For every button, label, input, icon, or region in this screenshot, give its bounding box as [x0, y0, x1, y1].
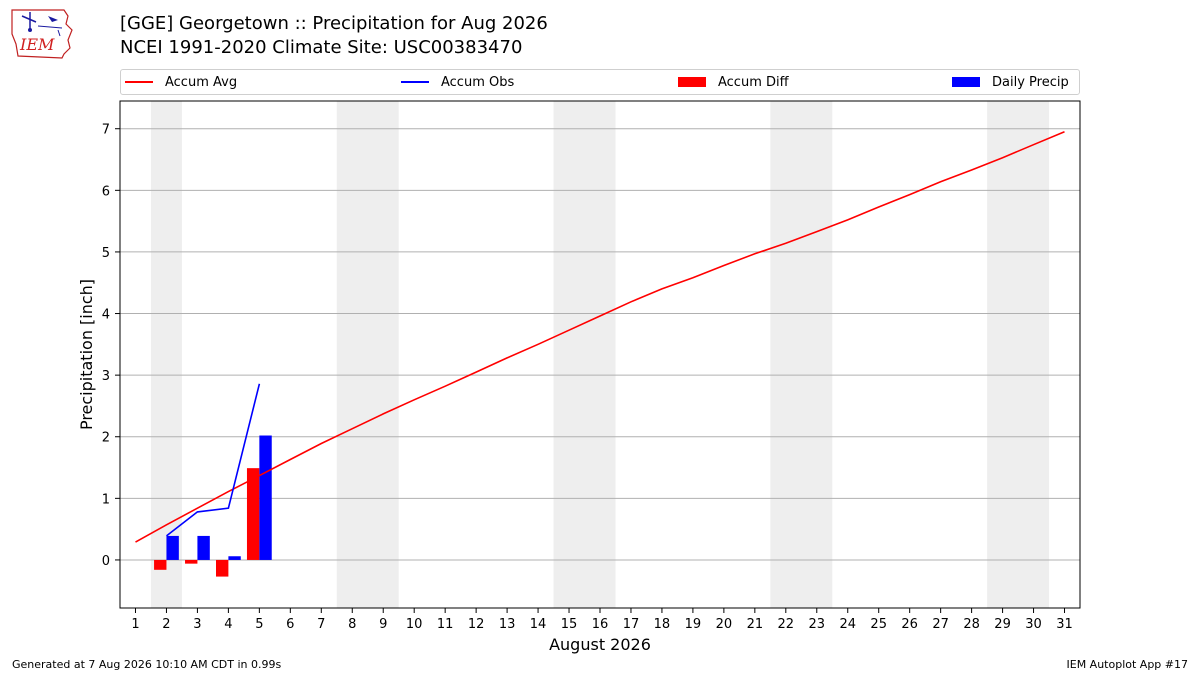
- y-tick-label-4: 4: [102, 308, 110, 323]
- legend-item-accum-avg: Accum Avg: [125, 70, 237, 94]
- title-line-1: [GGE] Georgetown :: Precipitation for Au…: [120, 13, 548, 34]
- x-tick-label-9: 9: [379, 617, 387, 632]
- y-tick-label-5: 5: [102, 246, 110, 261]
- bar-daily-precip-day-4: [228, 556, 241, 560]
- legend-label-accum-diff: Accum Diff: [718, 74, 789, 90]
- x-tick-label-2: 2: [162, 617, 170, 632]
- y-tick-label-0: 0: [102, 554, 110, 569]
- x-tick-label-6: 6: [286, 617, 294, 632]
- x-tick-label-25: 25: [870, 617, 887, 632]
- chart-legend: Accum Avg Accum Obs Accum Diff Daily Pre…: [120, 69, 1080, 95]
- x-tick-label-3: 3: [193, 617, 201, 632]
- legend-swatch-accum-obs: [401, 81, 429, 83]
- weekend-shade-2: [553, 101, 616, 608]
- weekend-shade-0: [150, 101, 182, 608]
- y-tick-label-2: 2: [102, 431, 110, 446]
- x-tick-label-22: 22: [778, 617, 795, 632]
- x-tick-label-21: 21: [747, 617, 764, 632]
- x-tick-label-19: 19: [685, 617, 702, 632]
- x-tick-label-30: 30: [1025, 617, 1042, 632]
- chart-title: [GGE] Georgetown :: Precipitation for Au…: [120, 12, 548, 60]
- bar-accum-diff-day-4: [216, 559, 229, 577]
- line-accum-avg: [135, 131, 1065, 543]
- y-axis-label: Precipitation [inch]: [77, 279, 96, 430]
- x-tick-label-29: 29: [994, 617, 1011, 632]
- x-tick-label-4: 4: [224, 617, 232, 632]
- bar-accum-diff-day-5: [246, 468, 260, 560]
- weekend-shade-1: [336, 101, 399, 608]
- legend-swatch-daily-precip: [952, 77, 980, 87]
- x-tick-label-11: 11: [437, 617, 454, 632]
- x-axis-label: August 2026: [549, 635, 651, 654]
- y-tick-label-3: 3: [102, 369, 110, 384]
- legend-item-accum-diff: Accum Diff: [678, 70, 789, 94]
- iowa-weather-logo-icon: IEM: [8, 6, 80, 60]
- legend-label-accum-avg: Accum Avg: [165, 74, 238, 90]
- legend-item-accum-obs: Accum Obs: [401, 70, 514, 94]
- x-tick-label-10: 10: [406, 617, 423, 632]
- x-tick-label-31: 31: [1056, 617, 1073, 632]
- weekend-shade-3: [770, 101, 833, 608]
- bar-accum-diff-day-3: [185, 559, 198, 564]
- y-tick-label-7: 7: [102, 123, 110, 138]
- x-tick-label-8: 8: [348, 617, 356, 632]
- x-tick-label-1: 1: [131, 617, 139, 632]
- x-tick-label-13: 13: [499, 617, 516, 632]
- legend-swatch-accum-diff: [678, 77, 706, 87]
- x-tick-label-12: 12: [468, 617, 485, 632]
- legend-label-daily-precip: Daily Precip: [992, 74, 1069, 90]
- x-tick-label-24: 24: [839, 617, 856, 632]
- x-tick-label-26: 26: [901, 617, 918, 632]
- x-tick-label-27: 27: [932, 617, 949, 632]
- x-tick-label-28: 28: [963, 617, 980, 632]
- logo-text: IEM: [19, 35, 55, 54]
- x-tick-label-23: 23: [809, 617, 826, 632]
- x-tick-label-7: 7: [317, 617, 325, 632]
- x-tick-label-18: 18: [654, 617, 671, 632]
- x-tick-label-20: 20: [716, 617, 733, 632]
- x-tick-label-17: 17: [623, 617, 640, 632]
- bar-accum-diff-day-2: [154, 559, 167, 570]
- bar-daily-precip-day-2: [166, 535, 179, 560]
- generated-timestamp: Generated at 7 Aug 2026 10:10 AM CDT in …: [12, 658, 282, 671]
- bar-daily-precip-day-3: [197, 535, 210, 560]
- weekend-shade-4: [987, 101, 1050, 608]
- app-credit: IEM Autoplot App #17: [1066, 658, 1189, 671]
- title-line-2: NCEI 1991-2020 Climate Site: USC00383470: [120, 37, 523, 58]
- y-tick-label-6: 6: [102, 184, 110, 199]
- x-tick-label-14: 14: [530, 617, 547, 632]
- legend-label-accum-obs: Accum Obs: [441, 74, 515, 90]
- x-tick-label-15: 15: [561, 617, 578, 632]
- x-tick-label-5: 5: [255, 617, 263, 632]
- x-tick-label-16: 16: [592, 617, 609, 632]
- bar-daily-precip-day-5: [259, 435, 272, 560]
- legend-swatch-accum-avg: [125, 81, 153, 83]
- line-accum-obs: [166, 383, 261, 537]
- legend-item-daily-precip: Daily Precip: [952, 70, 1069, 94]
- y-tick-label-1: 1: [102, 492, 110, 507]
